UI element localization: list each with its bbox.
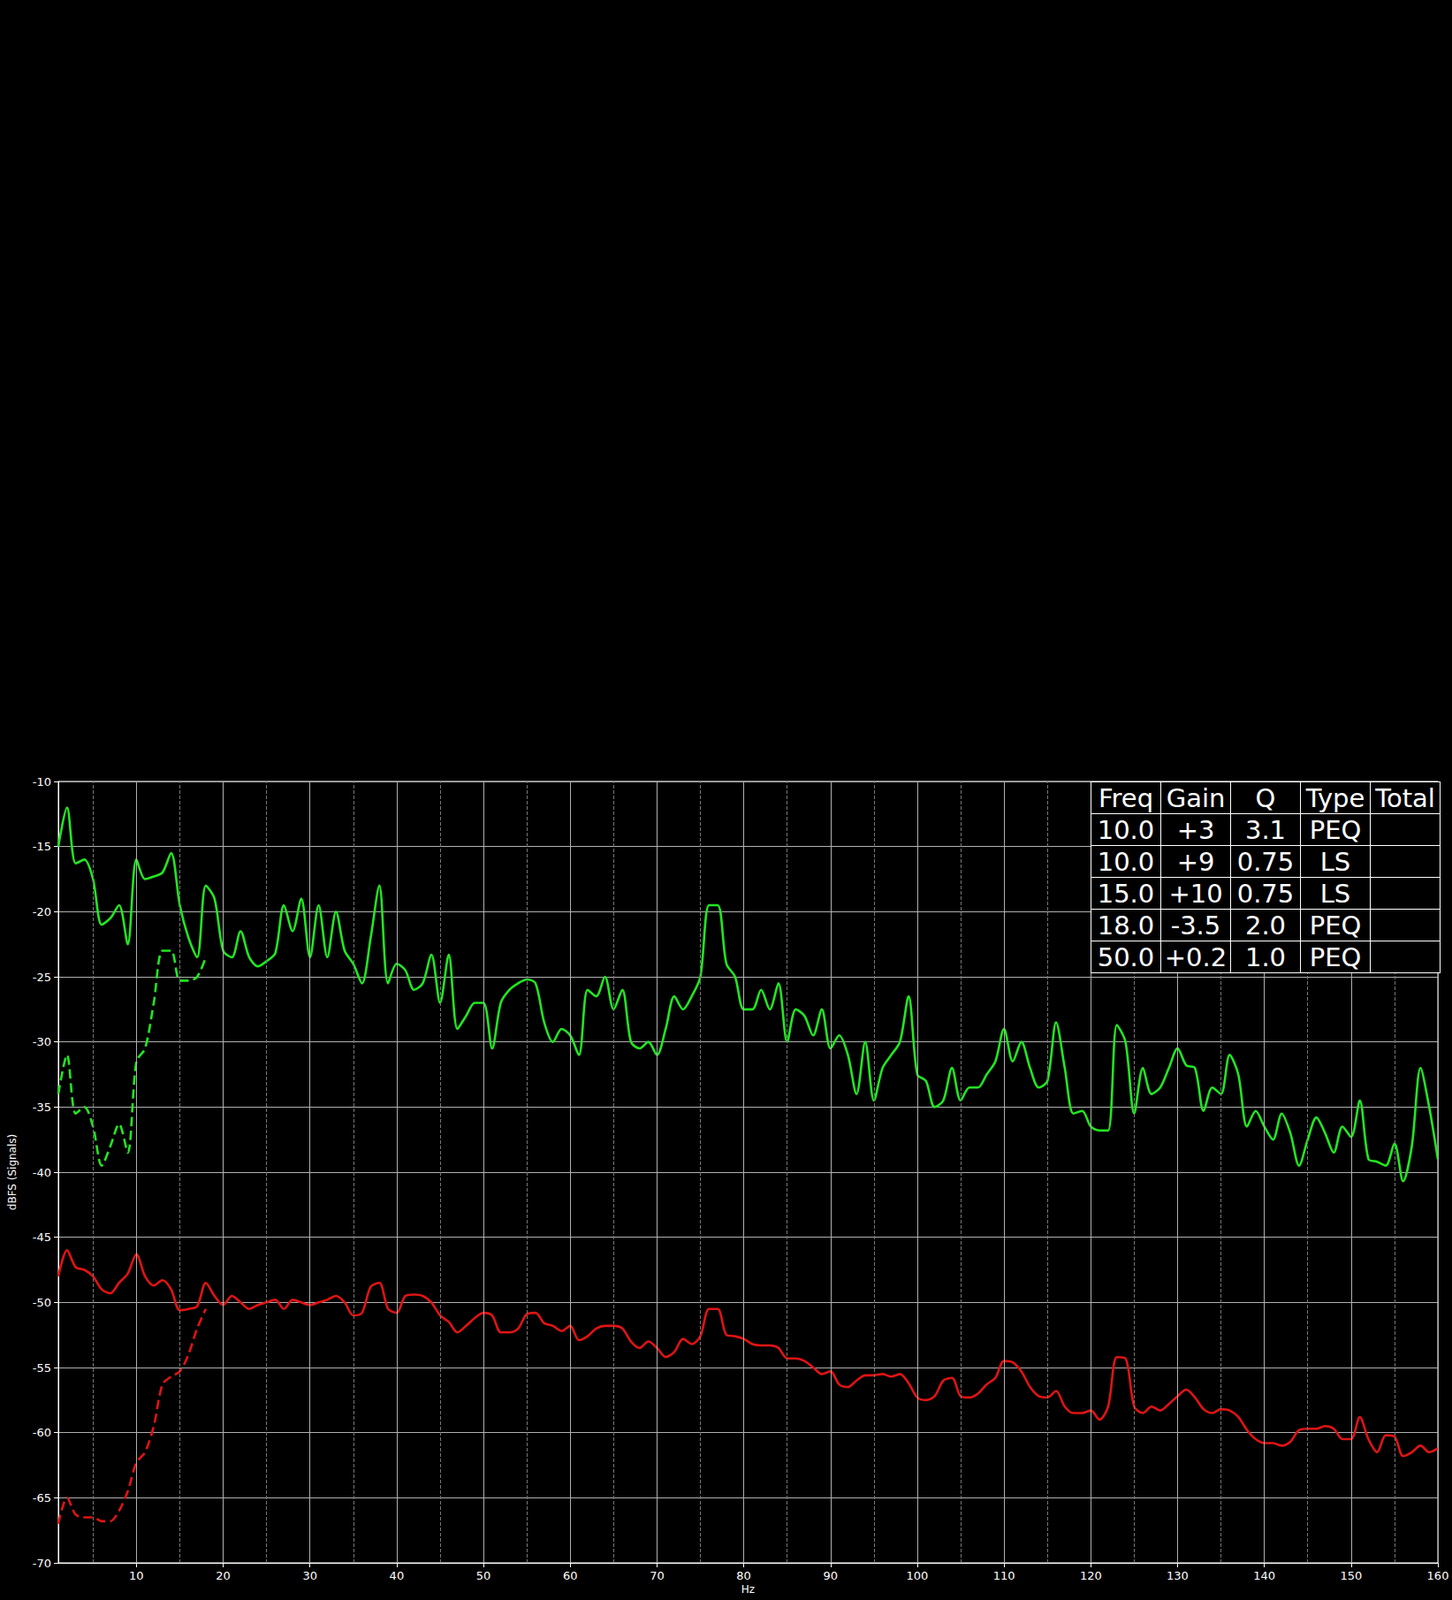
html-text:+3: +3	[1176, 814, 1215, 845]
html-text:+9: +9	[1176, 846, 1215, 877]
svg-text:20: 20	[215, 1568, 231, 1582]
html-text:18.0: 18.0	[1097, 909, 1155, 940]
html-text:2.0: 2.0	[1245, 909, 1286, 940]
svg-text:-60: -60	[32, 1425, 52, 1439]
html-text:15.0: 15.0	[1097, 878, 1155, 909]
html-text:0.75: 0.75	[1236, 878, 1295, 909]
svg-text:-20: -20	[32, 904, 52, 919]
svg-text:-45: -45	[32, 1230, 52, 1244]
svg-text:-35: -35	[32, 1100, 52, 1114]
html-text:3.1: 3.1	[1245, 814, 1286, 845]
svg-text:-65: -65	[32, 1490, 52, 1505]
svg-text:-50: -50	[32, 1295, 52, 1309]
html-text:LS: LS	[1320, 846, 1351, 877]
html-text:Type Total: Type Total	[1305, 782, 1436, 813]
svg-text:-25: -25	[32, 970, 52, 984]
html-text:10.0: 10.0	[1097, 846, 1155, 877]
svg-text:140: 140	[1253, 1568, 1276, 1582]
svg-text:30: 30	[302, 1568, 318, 1582]
svg-text:80: 80	[736, 1568, 752, 1582]
html-text:-3.5: -3.5	[1170, 909, 1221, 940]
svg-text:120: 120	[1079, 1568, 1103, 1582]
svg-text:-55: -55	[32, 1360, 52, 1375]
html-text:+10: +10	[1168, 878, 1223, 909]
html-text:0.75: 0.75	[1236, 846, 1295, 877]
svg-text:60: 60	[562, 1568, 578, 1582]
svg-text:100: 100	[906, 1568, 929, 1582]
svg-text:-70: -70	[32, 1556, 52, 1570]
html-text:PEQ: PEQ	[1309, 814, 1362, 845]
svg-text:-10: -10	[32, 775, 52, 789]
svg-text:160: 160	[1427, 1568, 1450, 1582]
html-text:1.0: 1.0	[1245, 941, 1286, 972]
svg-text:-40: -40	[32, 1165, 52, 1179]
svg-text:-15: -15	[32, 839, 52, 853]
html-text:Q: Q	[1255, 782, 1276, 813]
html-text:10.0: 10.0	[1097, 814, 1155, 845]
svg-text:70: 70	[649, 1568, 665, 1582]
html-text:Freq: Freq	[1098, 782, 1154, 813]
svg-text:-30: -30	[32, 1034, 52, 1049]
svg-text:90: 90	[822, 1568, 838, 1582]
html-text:PEQ: PEQ	[1309, 941, 1362, 972]
html-text:LS: LS	[1320, 878, 1351, 909]
html-text:PEQ: PEQ	[1309, 909, 1362, 940]
svg-text:40: 40	[389, 1568, 405, 1582]
svg-text:10: 10	[129, 1568, 145, 1582]
svg-text:110: 110	[993, 1568, 1016, 1582]
svg-text:150: 150	[1339, 1568, 1362, 1582]
svg-text:50: 50	[476, 1568, 492, 1582]
html-text:50.0 +0.2: 50.0 +0.2	[1097, 941, 1227, 972]
svg-text:130: 130	[1166, 1568, 1189, 1582]
svg-text:Hz: Hz	[741, 1582, 755, 1596]
html-text:Gain: Gain	[1166, 782, 1226, 813]
svg-text:dBFS (Signals): dBFS (Signals)	[6, 1133, 19, 1210]
